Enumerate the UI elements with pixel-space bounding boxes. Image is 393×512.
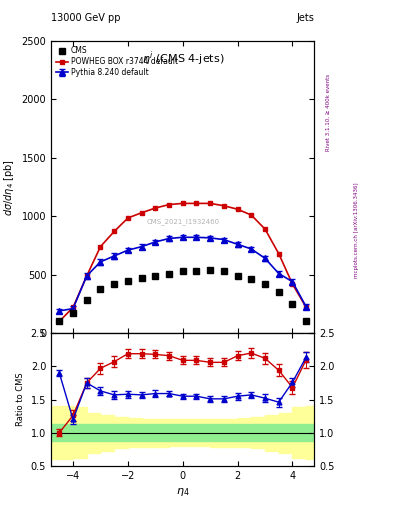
CMS — [125, 278, 130, 284]
CMS — [304, 318, 309, 324]
CMS — [71, 310, 75, 316]
CMS — [139, 275, 144, 281]
POWHEG BOX r3744 default — [125, 215, 130, 221]
CMS — [84, 297, 89, 304]
Text: mcplots.cern.ch [arXiv:1306.3436]: mcplots.cern.ch [arXiv:1306.3436] — [354, 183, 359, 278]
POWHEG BOX r3744 default — [235, 206, 240, 212]
POWHEG BOX r3744 default — [290, 281, 295, 287]
CMS — [290, 301, 295, 307]
Line: POWHEG BOX r3744 default: POWHEG BOX r3744 default — [57, 201, 308, 324]
CMS — [263, 281, 267, 287]
CMS — [180, 268, 185, 274]
Line: CMS: CMS — [56, 267, 310, 325]
Y-axis label: Ratio to CMS: Ratio to CMS — [16, 373, 25, 426]
POWHEG BOX r3744 default — [167, 202, 171, 208]
POWHEG BOX r3744 default — [180, 200, 185, 206]
POWHEG BOX r3744 default — [208, 200, 213, 206]
POWHEG BOX r3744 default — [112, 228, 117, 234]
CMS — [98, 286, 103, 292]
CMS — [222, 268, 226, 274]
POWHEG BOX r3744 default — [276, 250, 281, 257]
CMS — [249, 276, 253, 283]
CMS — [208, 267, 213, 273]
POWHEG BOX r3744 default — [71, 304, 75, 310]
CMS — [235, 273, 240, 279]
CMS — [112, 281, 117, 287]
CMS — [276, 289, 281, 295]
Text: CMS_2021_I1932460: CMS_2021_I1932460 — [146, 219, 219, 225]
POWHEG BOX r3744 default — [153, 205, 158, 211]
POWHEG BOX r3744 default — [98, 244, 103, 250]
Text: Rivet 3.1.10, ≥ 400k events: Rivet 3.1.10, ≥ 400k events — [326, 74, 331, 151]
Text: 13000 GeV pp: 13000 GeV pp — [51, 13, 121, 23]
POWHEG BOX r3744 default — [84, 273, 89, 279]
POWHEG BOX r3744 default — [139, 210, 144, 216]
Text: Jets: Jets — [297, 13, 314, 23]
POWHEG BOX r3744 default — [263, 226, 267, 232]
CMS — [153, 273, 158, 279]
POWHEG BOX r3744 default — [194, 200, 199, 206]
CMS — [167, 270, 171, 276]
POWHEG BOX r3744 default — [249, 212, 253, 218]
POWHEG BOX r3744 default — [304, 304, 309, 310]
Text: $\eta^i$ (CMS 4-jets): $\eta^i$ (CMS 4-jets) — [141, 50, 224, 68]
CMS — [194, 268, 199, 274]
POWHEG BOX r3744 default — [57, 318, 62, 325]
X-axis label: $\eta_4$: $\eta_4$ — [176, 486, 189, 498]
Y-axis label: $d\sigma/d\eta_4$ [pb]: $d\sigma/d\eta_4$ [pb] — [2, 159, 16, 216]
POWHEG BOX r3744 default — [222, 203, 226, 209]
CMS — [57, 318, 62, 325]
Legend: CMS, POWHEG BOX r3744 default, Pythia 8.240 default: CMS, POWHEG BOX r3744 default, Pythia 8.… — [55, 45, 180, 79]
